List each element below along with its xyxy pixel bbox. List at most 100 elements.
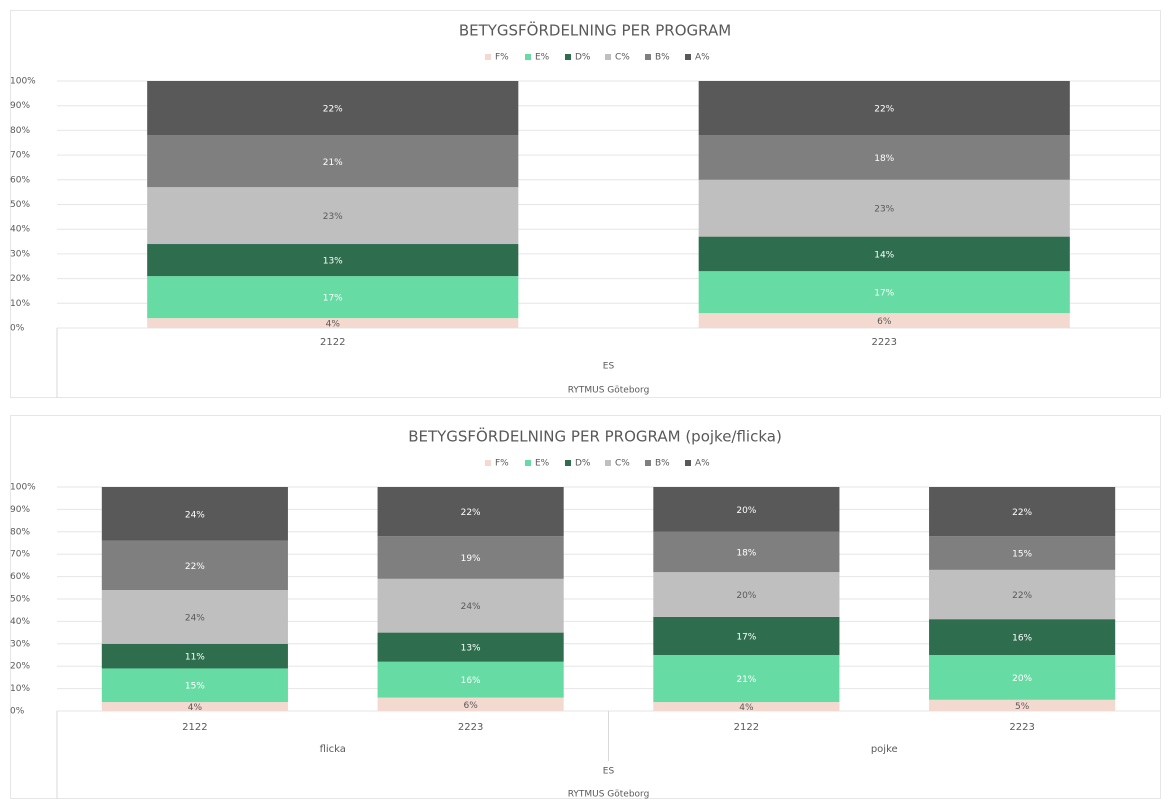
data-label: 23% [874,205,894,215]
legend-label: C% [615,459,630,469]
data-label: 5% [1015,702,1030,712]
bar-segment [929,699,1116,711]
bar-segment [653,655,840,703]
chart-title: BETYGSFÖRDELNING PER PROGRAM [459,21,731,40]
bar-segment [653,572,840,617]
data-label: 22% [323,105,343,115]
y-tick-label: 70% [10,550,30,560]
y-tick-label: 30% [10,639,30,649]
data-label: 22% [185,562,205,572]
data-label: 13% [461,644,481,654]
y-tick-label: 90% [10,505,30,515]
y-tick-label: 100% [10,77,36,87]
data-label: 4% [326,320,341,330]
x-group-label: pojke [871,744,898,755]
bar-segment [698,313,1070,328]
data-label: 15% [1012,550,1032,560]
bar-segment [147,244,519,277]
data-label: 4% [188,703,203,713]
y-tick-label: 0% [10,707,25,717]
x-outer-label: ES [603,362,615,372]
data-label: 22% [461,508,481,518]
legend-label: A% [695,459,710,469]
y-tick-label: 100% [10,483,36,493]
legend-swatch [645,54,651,60]
data-label: 24% [185,510,205,520]
data-label: 19% [461,554,481,564]
y-tick-label: 50% [10,200,30,210]
x-tick-label: 2122 [734,722,759,733]
data-label: 24% [185,613,205,623]
legend-swatch [645,460,651,466]
legend-label: A% [695,53,710,63]
data-label: 18% [874,154,894,164]
legend-label: B% [655,53,670,63]
bar-segment [147,187,519,245]
y-tick-label: 10% [10,299,30,309]
bar-segment [929,655,1116,700]
x-tick-label: 2223 [872,337,897,348]
legend-swatch [685,460,691,466]
y-tick-label: 80% [10,126,30,136]
bar-segment [698,81,1070,136]
x-tick-label: 2223 [458,722,483,733]
data-label: 20% [736,506,756,516]
y-tick-label: 50% [10,595,30,605]
x-outer-label: RYTMUS Göteborg [568,790,650,799]
y-tick-label: 10% [10,684,30,694]
bar-segment [653,531,840,573]
legend-swatch [485,460,491,466]
x-outer-label: ES [603,767,615,777]
bar-segment [698,271,1070,314]
bar-segment [101,540,288,591]
legend-label: C% [615,53,630,63]
legend-swatch [525,54,531,60]
x-tick-label: 2223 [1009,722,1034,733]
legend-swatch [685,54,691,60]
data-label: 21% [323,158,343,168]
y-tick-label: 40% [10,617,30,627]
bar-segment [377,661,564,698]
data-label: 24% [461,602,481,612]
bar-segment [929,569,1116,620]
data-label: 17% [874,289,894,299]
bar-segment [377,487,564,537]
y-tick-label: 60% [10,175,30,185]
bar-segment [101,487,288,541]
legend-swatch [565,460,571,466]
bar-segment [653,702,840,711]
legend-swatch [485,54,491,60]
x-tick-label: 2122 [320,337,345,348]
data-label: 4% [739,703,754,713]
legend-swatch [605,54,611,60]
bar-segment [653,616,840,655]
y-tick-label: 40% [10,225,30,235]
bar-segment [377,536,564,579]
bar-segment [147,81,519,136]
bar-segment [101,702,288,711]
y-tick-label: 80% [10,527,30,537]
bar-segment [147,276,519,319]
legend-label: E% [535,53,550,63]
legend-label: D% [575,53,591,63]
bar-segment [147,135,519,188]
data-label: 6% [463,701,478,711]
data-label: 6% [877,317,892,327]
data-label: 16% [461,676,481,686]
bar-segment [101,668,288,703]
data-label: 22% [1012,508,1032,518]
x-outer-label: RYTMUS Göteborg [568,386,650,396]
x-group-label: flicka [320,744,346,755]
bar-segment [101,643,288,669]
x-tick-label: 2122 [182,722,207,733]
data-label: 11% [185,653,205,663]
bar-segment [698,236,1070,272]
legend-swatch [565,54,571,60]
bar-segment [929,487,1116,537]
data-label: 21% [736,675,756,685]
legend-label: E% [535,459,550,469]
y-tick-label: 30% [10,249,30,259]
legend-swatch [605,460,611,466]
legend-label: D% [575,459,591,469]
bar-segment [101,590,288,644]
